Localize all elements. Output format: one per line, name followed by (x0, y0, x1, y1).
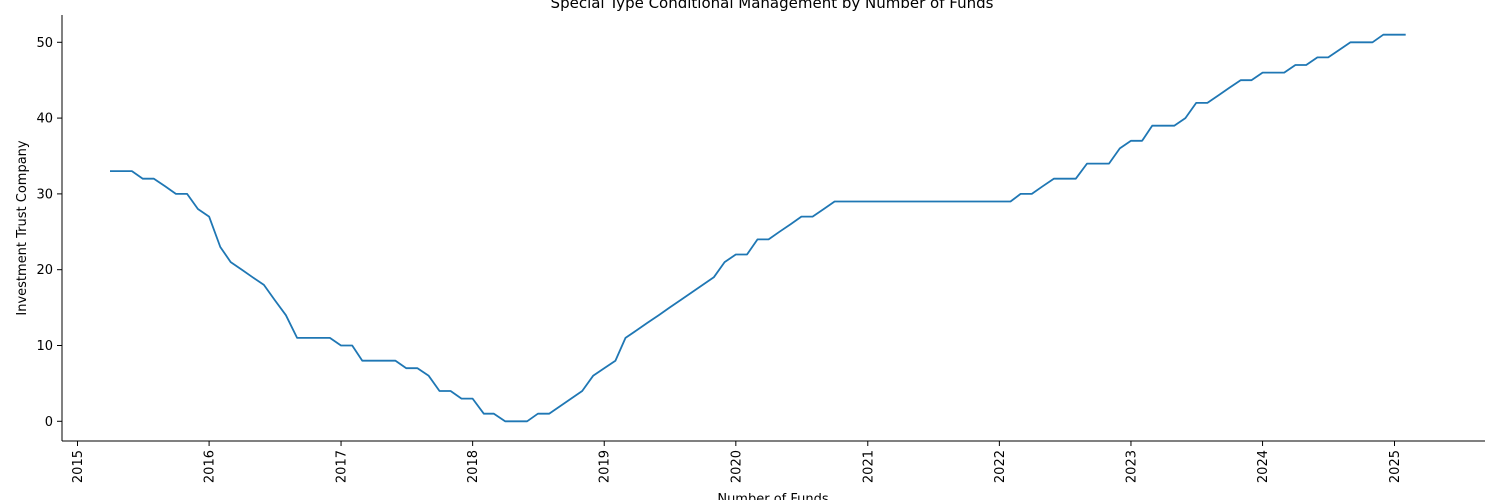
x-tick-label: 2020 (729, 450, 744, 483)
x-tick-label: 2024 (1256, 450, 1271, 483)
x-tick-label: 2017 (335, 450, 350, 483)
y-tick-label: 0 (45, 415, 53, 430)
x-tick-label: 2016 (203, 450, 218, 483)
chart-title: Special Type Conditional Management by N… (551, 0, 994, 12)
y-tick-label: 50 (36, 36, 53, 51)
y-tick-label: 10 (36, 339, 53, 354)
x-tick-label: 2015 (71, 450, 86, 483)
y-axis-ticks: 0 10 20 30 40 50 (36, 36, 62, 430)
series-line (110, 33, 1406, 423)
y-tick-label: 20 (36, 263, 53, 278)
x-tick-label: 2023 (1124, 450, 1139, 483)
x-tick-label: 2019 (598, 450, 613, 483)
y-tick-label: 30 (36, 187, 53, 202)
y-tick-label: 40 (36, 112, 53, 127)
x-axis-title: Number of Funds (717, 492, 829, 500)
x-tick-label: 2025 (1388, 450, 1403, 483)
x-tick-label: 2021 (861, 450, 876, 483)
x-tick-label: 2018 (466, 450, 481, 483)
y-axis-title: Investment Trust Company (15, 140, 30, 316)
x-axis-ticks: 2015 2016 2017 2018 2019 2020 2021 2022 2023 2024… (71, 441, 1403, 483)
x-tick-label: 2022 (993, 450, 1008, 483)
